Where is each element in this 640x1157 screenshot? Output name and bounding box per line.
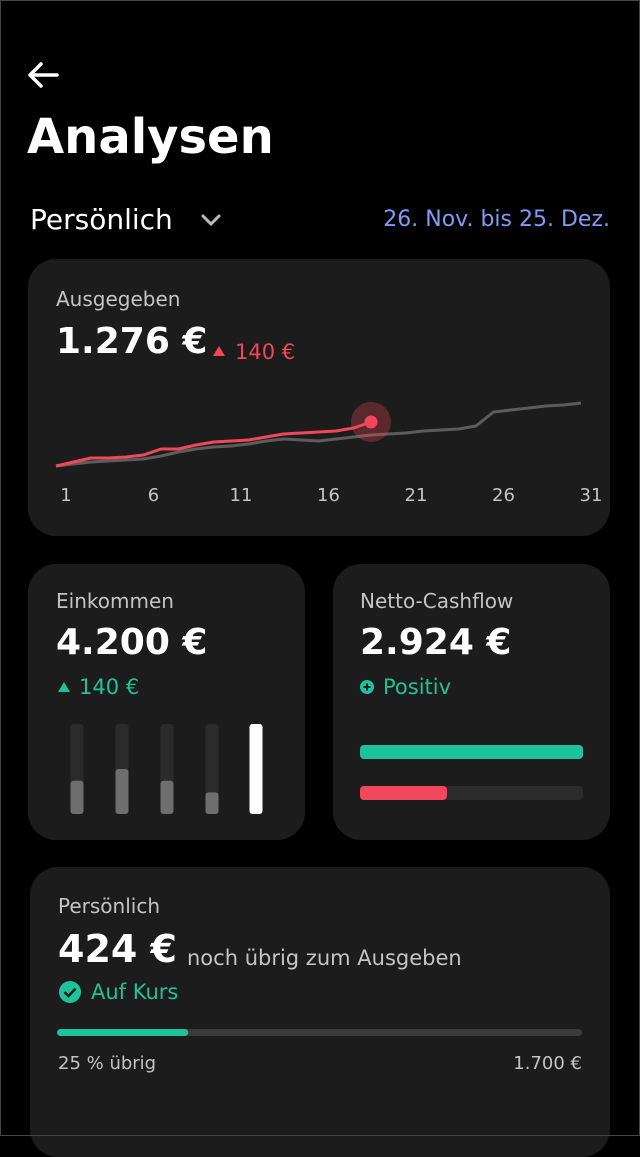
amount: 1.276 € [56, 321, 208, 362]
amount: 4.200 € [56, 622, 208, 663]
status: Positiv [383, 675, 452, 699]
chevron-icon[interactable] [199, 211, 223, 229]
plus-icon [360, 680, 374, 694]
card-label: Netto-Cashflow [360, 589, 514, 613]
change: 140 € [79, 675, 140, 699]
filter-dropdown[interactable]: Persönlich [30, 203, 173, 236]
card-label: Persönlich [58, 894, 160, 918]
amount: 424 € [58, 927, 177, 971]
total: 1.700 € [513, 1053, 582, 1074]
page-title: Analysen [27, 109, 274, 165]
back-button[interactable] [26, 60, 62, 90]
up-triangle [58, 682, 70, 692]
card-label: Ausgegeben [56, 287, 181, 311]
card-label: Einkommen [56, 589, 174, 613]
caption: noch übrig zum Ausgeben [187, 946, 462, 970]
progress-label: 25 % übrig [58, 1053, 157, 1074]
amount: 2.924 € [360, 622, 512, 663]
date-range[interactable]: 26. Nov. bis 25. Dez. [383, 207, 610, 232]
change: 140 € [235, 340, 296, 364]
spent-card[interactable] [28, 259, 610, 536]
check-icon [59, 981, 81, 1003]
budget-card[interactable] [30, 867, 610, 1157]
up-triangle [213, 346, 225, 356]
status: Auf Kurs [91, 980, 179, 1004]
